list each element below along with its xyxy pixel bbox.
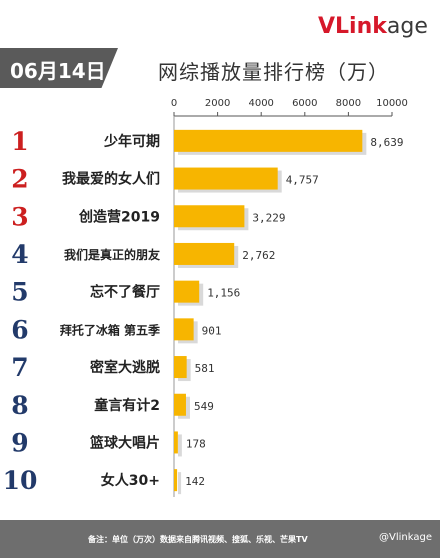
x-tick-label: 0 (171, 98, 177, 109)
rank-number: 8 (11, 391, 28, 420)
x-tick-label: 10000 (376, 98, 408, 109)
bar (174, 431, 178, 454)
bar (174, 280, 200, 303)
bar (174, 167, 278, 190)
category-label: 女人30+ (101, 472, 160, 489)
rank-number: 10 (3, 466, 38, 495)
category-label: 我最爱的女人们 (62, 171, 160, 188)
bar (174, 242, 235, 265)
category-label: 我们是真正的朋友 (64, 247, 160, 262)
rank-number: 5 (11, 278, 28, 307)
category-label: 篮球大唱片 (89, 434, 160, 451)
category-label: 创造营2019 (78, 208, 160, 225)
logo-dark-text: age (386, 14, 428, 39)
x-tick-label: 2000 (205, 98, 230, 109)
logo-red-text: VLink (318, 14, 387, 39)
vlinkage-logo: VLinkage (318, 14, 428, 39)
value-label: 178 (186, 437, 206, 450)
value-label: 2,762 (242, 249, 275, 262)
category-label: 忘不了餐厅 (90, 284, 160, 301)
x-tick-label: 4000 (248, 98, 273, 109)
category-label: 童言有计2 (94, 397, 160, 414)
rank-number: 4 (11, 240, 28, 269)
bar (174, 129, 363, 152)
bar-shadow (178, 434, 182, 457)
ranking-bar-chart: 0 2000 4000 6000 8000 10000 1 少年可期 8,639 2 我最爱的女人们… (3, 98, 408, 497)
category-label: 密室大逃脱 (89, 359, 160, 376)
value-label: 581 (195, 362, 215, 375)
chart-title: 网综播放量排行榜（万） (158, 60, 389, 84)
value-label: 901 (202, 324, 222, 337)
value-label: 8,639 (370, 136, 403, 149)
value-label: 4,757 (286, 174, 319, 187)
footer-bar: 备注：单位（万次）数据来自腾讯视频、搜狐、乐视、芒果TV @Vlinkage (0, 520, 440, 558)
bar (174, 469, 178, 492)
weibo-handle: @Vlinkage (379, 532, 432, 543)
category-label: 拜托了冰箱 第五季 (60, 322, 161, 337)
value-label: 1,156 (207, 287, 240, 300)
rank-number: 6 (11, 315, 28, 344)
bar (174, 356, 187, 379)
rank-number: 1 (11, 127, 28, 156)
bar (174, 205, 245, 228)
date-label: 06月14日 (10, 59, 106, 83)
bar (174, 393, 186, 416)
rank-number: 3 (11, 202, 28, 231)
category-label: 少年可期 (103, 133, 160, 150)
value-label: 142 (185, 475, 205, 488)
rank-number: 9 (11, 428, 28, 457)
footer-note: 备注：单位（万次）数据来自腾讯视频、搜狐、乐视、芒果TV (88, 535, 308, 544)
value-label: 3,229 (252, 211, 285, 224)
x-tick-label: 8000 (336, 98, 361, 109)
x-tick-label: 6000 (292, 98, 317, 109)
value-label: 549 (194, 400, 214, 413)
bar (174, 318, 194, 341)
date-tab: 06月14日 (0, 48, 118, 88)
rank-number: 7 (11, 353, 28, 382)
bar-shadow (178, 472, 182, 495)
rank-number: 2 (11, 165, 28, 194)
